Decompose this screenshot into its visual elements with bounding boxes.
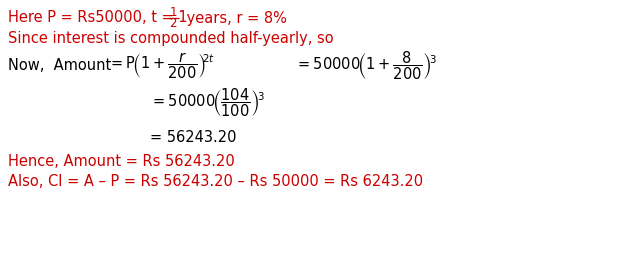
Text: $= \mathrm{P}\!\left(1+\dfrac{r}{200}\right)^{\!\!2t}$: $= \mathrm{P}\!\left(1+\dfrac{r}{200}\ri… [108,51,215,81]
Text: years, r = 8%: years, r = 8% [182,10,287,26]
Text: Since interest is compounded half-yearly, so: Since interest is compounded half-yearly… [8,30,333,46]
Text: Also, CI = A – P = Rs 56243.20 – Rs 50000 = Rs 6243.20: Also, CI = A – P = Rs 56243.20 – Rs 5000… [8,175,423,189]
Text: $= 50000\!\left(\dfrac{104}{100}\right)^{\!3}$: $= 50000\!\left(\dfrac{104}{100}\right)^… [150,87,265,119]
Text: 1: 1 [170,6,177,19]
Text: 2: 2 [170,17,177,30]
Text: Now,  Amount: Now, Amount [8,59,111,73]
Text: = 56243.20: = 56243.20 [150,131,237,145]
Text: Here P = Rs50000, t = 1: Here P = Rs50000, t = 1 [8,10,188,26]
Text: Hence, Amount = Rs 56243.20: Hence, Amount = Rs 56243.20 [8,154,235,168]
Text: $= 50000\!\left(1+\dfrac{8}{200}\right)^{\!3}$: $= 50000\!\left(1+\dfrac{8}{200}\right)^… [295,50,437,82]
